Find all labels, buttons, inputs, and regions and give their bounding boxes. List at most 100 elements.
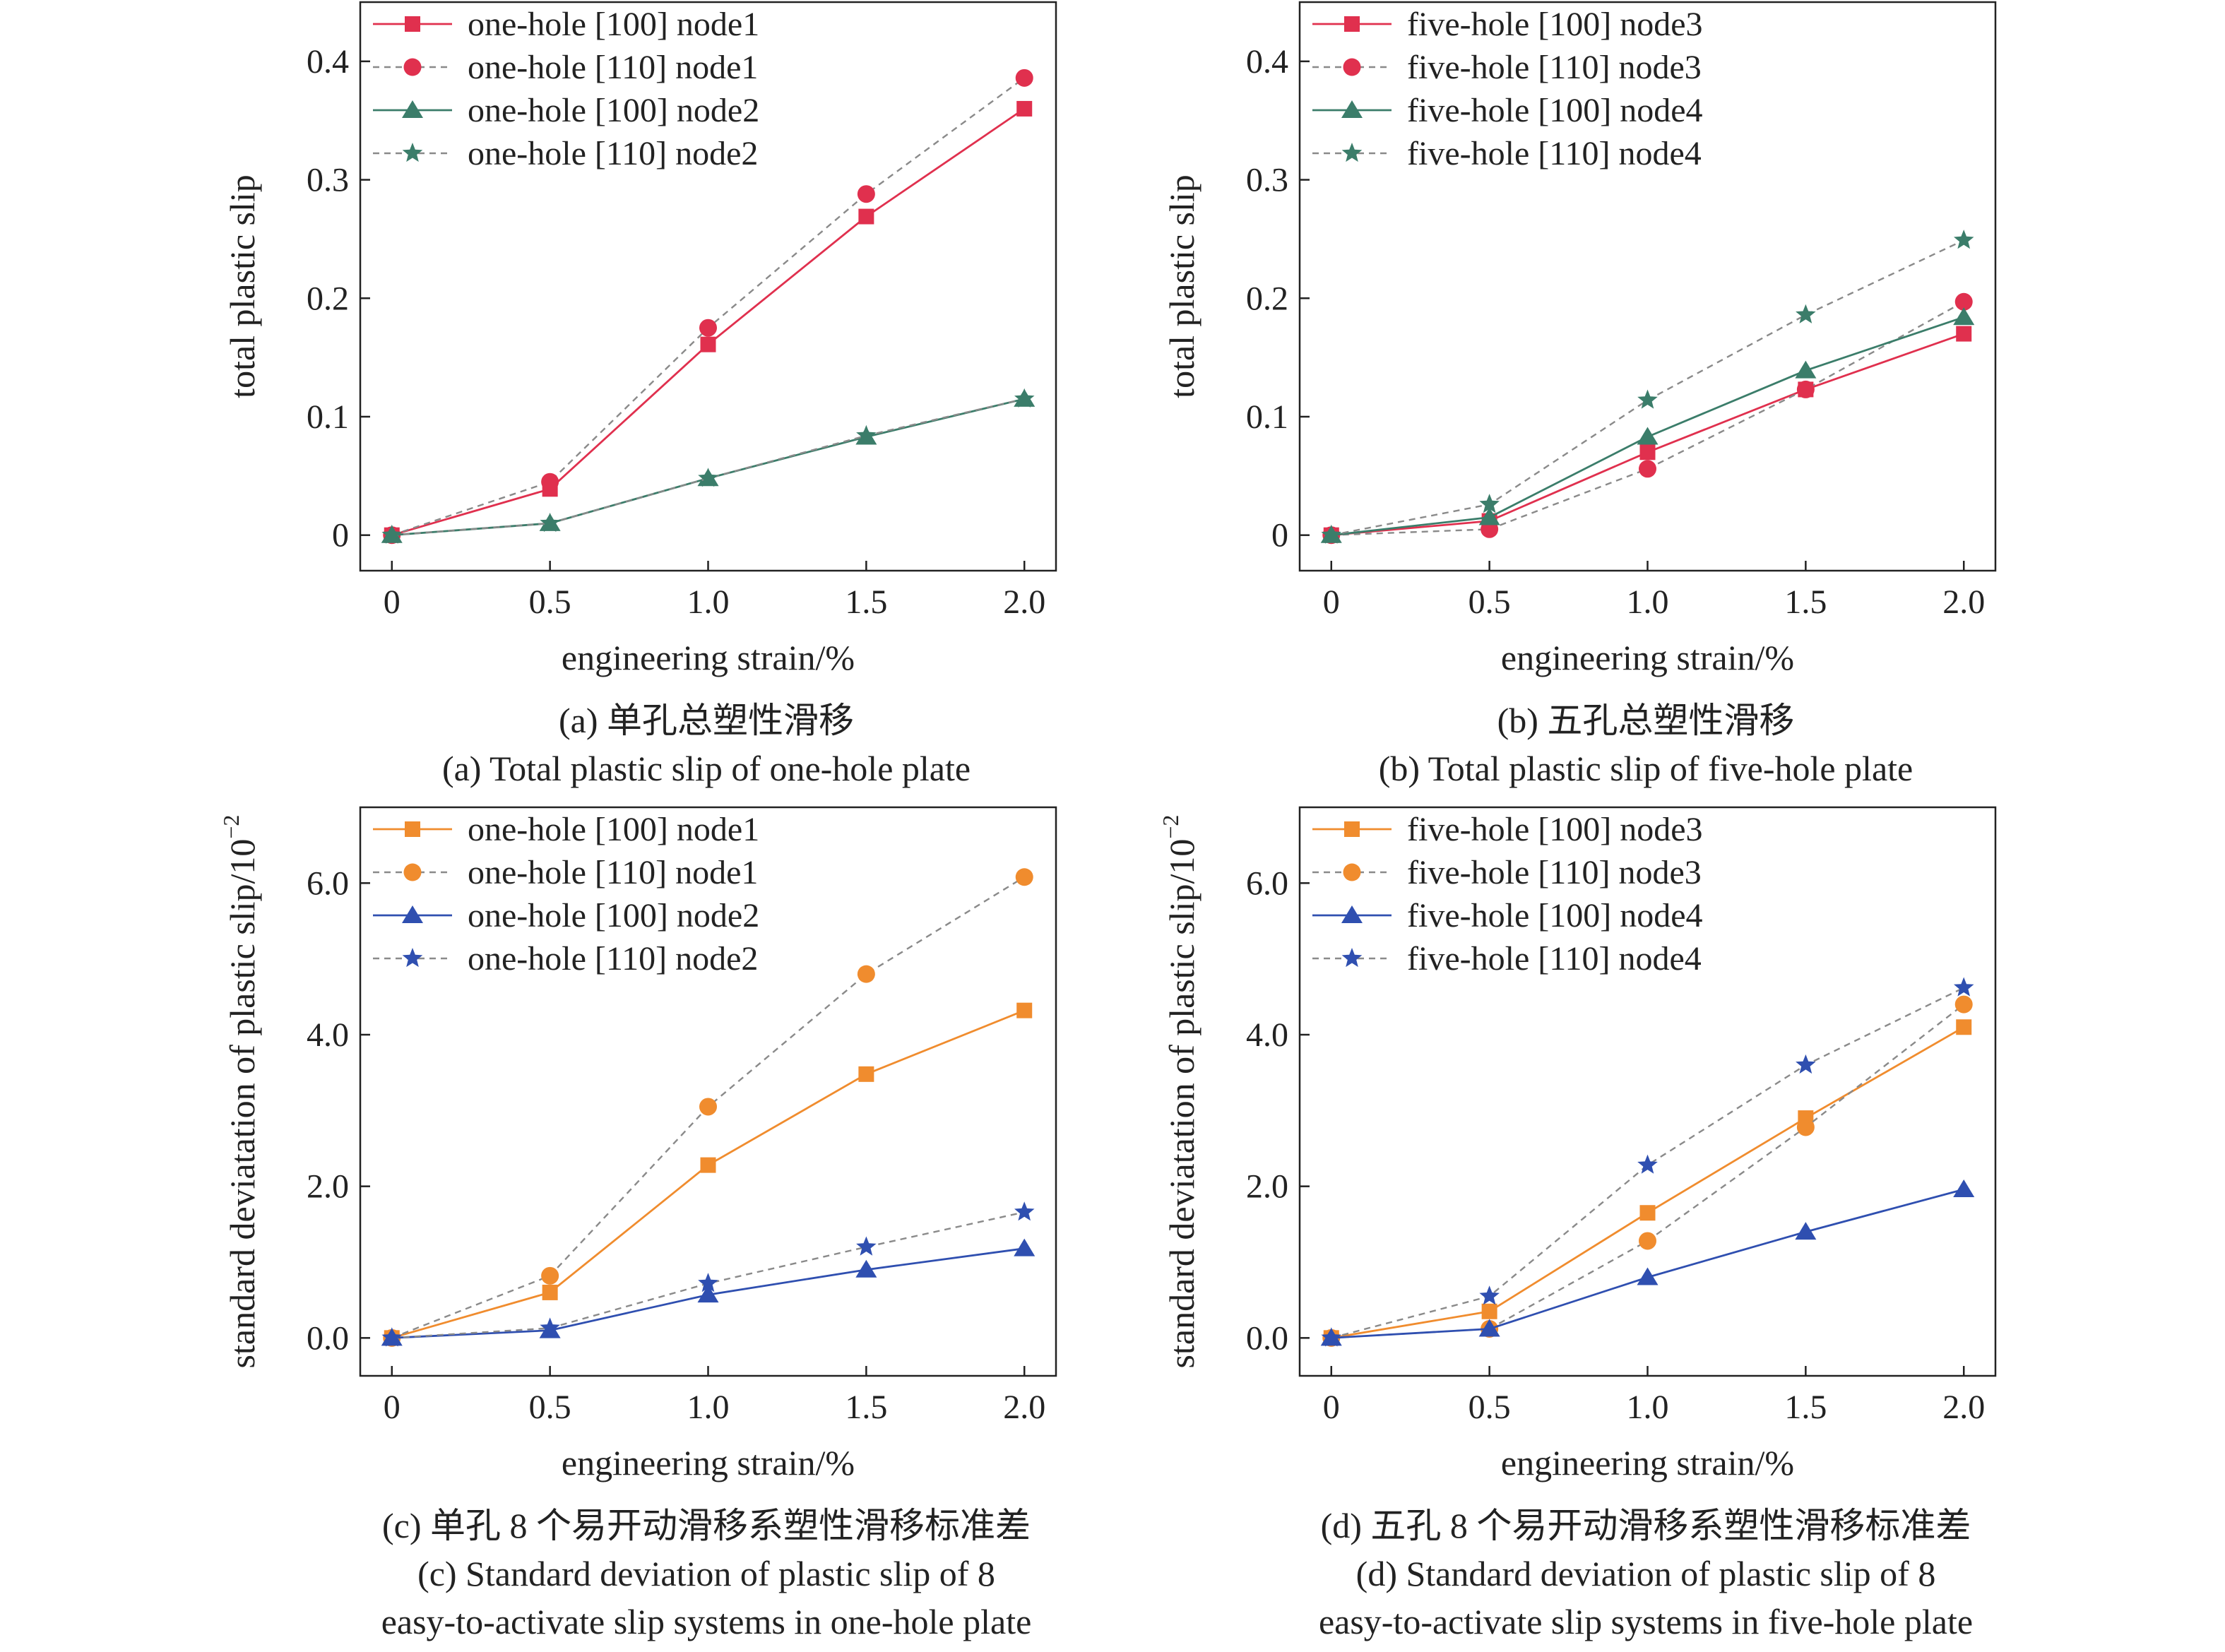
- data-point: [1639, 1205, 1656, 1221]
- x-tick-label: 1.0: [687, 583, 730, 621]
- data-point: [1637, 1154, 1658, 1174]
- series-line: [1331, 301, 1964, 536]
- caption-a-line-1: (a) 单孔总塑性滑移: [559, 701, 854, 740]
- legend-marker: [405, 16, 420, 32]
- series-2: [383, 868, 1033, 1347]
- y-axis-label: total plastic slip: [222, 174, 262, 398]
- legend-label: one-hole [100] node1: [468, 6, 759, 43]
- legend-marker: [402, 948, 423, 968]
- caption-d-line-2: (d) Standard deviation of plastic slip o…: [1355, 1554, 1936, 1593]
- legend-marker: [402, 100, 423, 118]
- data-point: [540, 1317, 560, 1337]
- y-tick-label: 0.3: [307, 162, 349, 199]
- y-tick-label: 0.4: [1246, 43, 1288, 81]
- data-point: [1016, 1002, 1033, 1018]
- series-4: [381, 388, 1035, 544]
- data-point: [1321, 1327, 1341, 1347]
- y-axis-label: total plastic slip: [1162, 174, 1202, 398]
- data-point: [856, 424, 877, 444]
- caption-b-line-2: (b) Total plastic slip of five-hole plat…: [1378, 749, 1914, 788]
- legend-label: one-hole [110] node1: [468, 49, 758, 86]
- data-point: [857, 185, 875, 203]
- chart-a: 0 0.5 1.0 1.5 2.0 0 0.1 0.2 0.3 0.4 engineering st…: [222, 1, 1057, 677]
- data-point: [1478, 1319, 1500, 1337]
- data-point: [858, 208, 874, 225]
- data-point: [542, 1284, 558, 1300]
- data-point: [700, 1157, 716, 1173]
- y-tick-label: 0.2: [307, 280, 349, 317]
- chart-d: 0 0.5 1.0 1.5 2.0 0.0 2.0 4.0 6.0 engineering str…: [1158, 806, 1997, 1482]
- data-point: [1795, 360, 1817, 379]
- caption-a-line-2: (a) Total plastic slip of one-hole plate: [441, 749, 971, 788]
- data-point: [540, 512, 560, 533]
- legend: one-hole [100] node1 one-hole [110] node1…: [373, 6, 759, 172]
- series-line: [1331, 316, 1964, 537]
- data-point: [1954, 292, 1973, 311]
- caption-d-line-1: (d) 五孔 8 个易开动滑移系塑性滑移标准差: [1320, 1506, 1971, 1545]
- caption-c-line-1: (c) 单孔 8 个易开动滑移系塑性滑移标准差: [382, 1506, 1031, 1545]
- legend: one-hole [100] node1 one-hole [110] node1…: [373, 811, 759, 977]
- x-tick-label: 1.5: [1784, 583, 1827, 621]
- y-tick-label: 6.0: [307, 864, 349, 902]
- legend-marker: [1343, 863, 1361, 881]
- legend-marker: [1341, 143, 1363, 162]
- y-tick-label: 0: [1271, 517, 1288, 554]
- data-point: [700, 336, 716, 352]
- data-point: [1639, 1232, 1656, 1250]
- series-line: [391, 398, 1025, 536]
- x-tick-label: 0: [1323, 1389, 1340, 1426]
- data-point: [1321, 524, 1341, 544]
- series-line: [1331, 1004, 1964, 1339]
- caption-c-line-2: (c) Standard deviation of plastic slip o…: [417, 1554, 995, 1593]
- legend-label: one-hole [100] node2: [468, 897, 759, 934]
- legend-marker: [1341, 100, 1363, 118]
- data-point: [1014, 388, 1035, 408]
- y-tick-label: 0.0: [307, 1319, 349, 1357]
- legend: five-hole [100] node3 five-hole [110] nod…: [1312, 6, 1703, 172]
- x-tick-label: 1.0: [1627, 583, 1669, 621]
- legend-label: five-hole [100] node3: [1407, 6, 1703, 43]
- caption-b: (b) 五孔总塑性滑移 (b) Total plastic slip of fi…: [1222, 696, 2070, 792]
- x-axis-label: engineering strain/%: [1501, 1443, 1794, 1482]
- data-point: [1014, 1201, 1035, 1221]
- y-axis-label: standard deviatation of plastic slip/10−…: [1158, 815, 1202, 1369]
- y-axis-label-exponent: −2: [1158, 815, 1183, 839]
- x-tick-label: 0.5: [529, 1389, 571, 1426]
- y-tick-label: 0.1: [307, 398, 349, 436]
- legend-marker: [1343, 58, 1361, 76]
- data-point: [1637, 1267, 1659, 1285]
- legend-marker: [402, 143, 423, 162]
- legend-label: one-hole [100] node2: [468, 92, 759, 129]
- y-tick-label: 0: [332, 517, 349, 554]
- series-4: [1321, 977, 1974, 1347]
- series-3: [1320, 307, 1975, 543]
- data-point: [1637, 389, 1658, 409]
- y-tick-label: 4.0: [307, 1016, 349, 1054]
- caption-c: (c) 单孔 8 个易开动滑移系塑性滑移标准差 (c) Standard dev…: [283, 1502, 1130, 1646]
- data-point: [857, 965, 875, 983]
- data-point: [699, 319, 717, 337]
- caption-d-line-3: easy-to-activate slip systems in five-ho…: [1318, 1602, 1974, 1641]
- plot-frame: [1298, 1, 1997, 572]
- y-tick-label: 0.0: [1246, 1319, 1288, 1357]
- x-tick-label: 1.5: [845, 1389, 887, 1426]
- legend-label: five-hole [100] node4: [1407, 92, 1703, 129]
- data-point: [1479, 1285, 1500, 1305]
- legend-label: one-hole [100] node1: [468, 811, 759, 848]
- legend-label: five-hole [110] node3: [1407, 854, 1702, 891]
- x-axis-label: engineering strain/%: [562, 1443, 855, 1482]
- series-2: [1322, 292, 1973, 545]
- data-point: [1954, 977, 1974, 997]
- data-point: [1639, 460, 1656, 478]
- data-point: [1014, 1238, 1036, 1256]
- legend-marker: [403, 863, 422, 881]
- data-point: [858, 1066, 874, 1082]
- series-3: [1320, 1179, 1975, 1346]
- legend-marker: [1344, 16, 1360, 32]
- data-point: [1016, 100, 1033, 117]
- y-tick-label: 0.3: [1246, 162, 1288, 199]
- series-1: [1323, 1019, 1972, 1346]
- x-tick-label: 2.0: [1942, 1389, 1985, 1426]
- data-point: [1796, 1118, 1815, 1136]
